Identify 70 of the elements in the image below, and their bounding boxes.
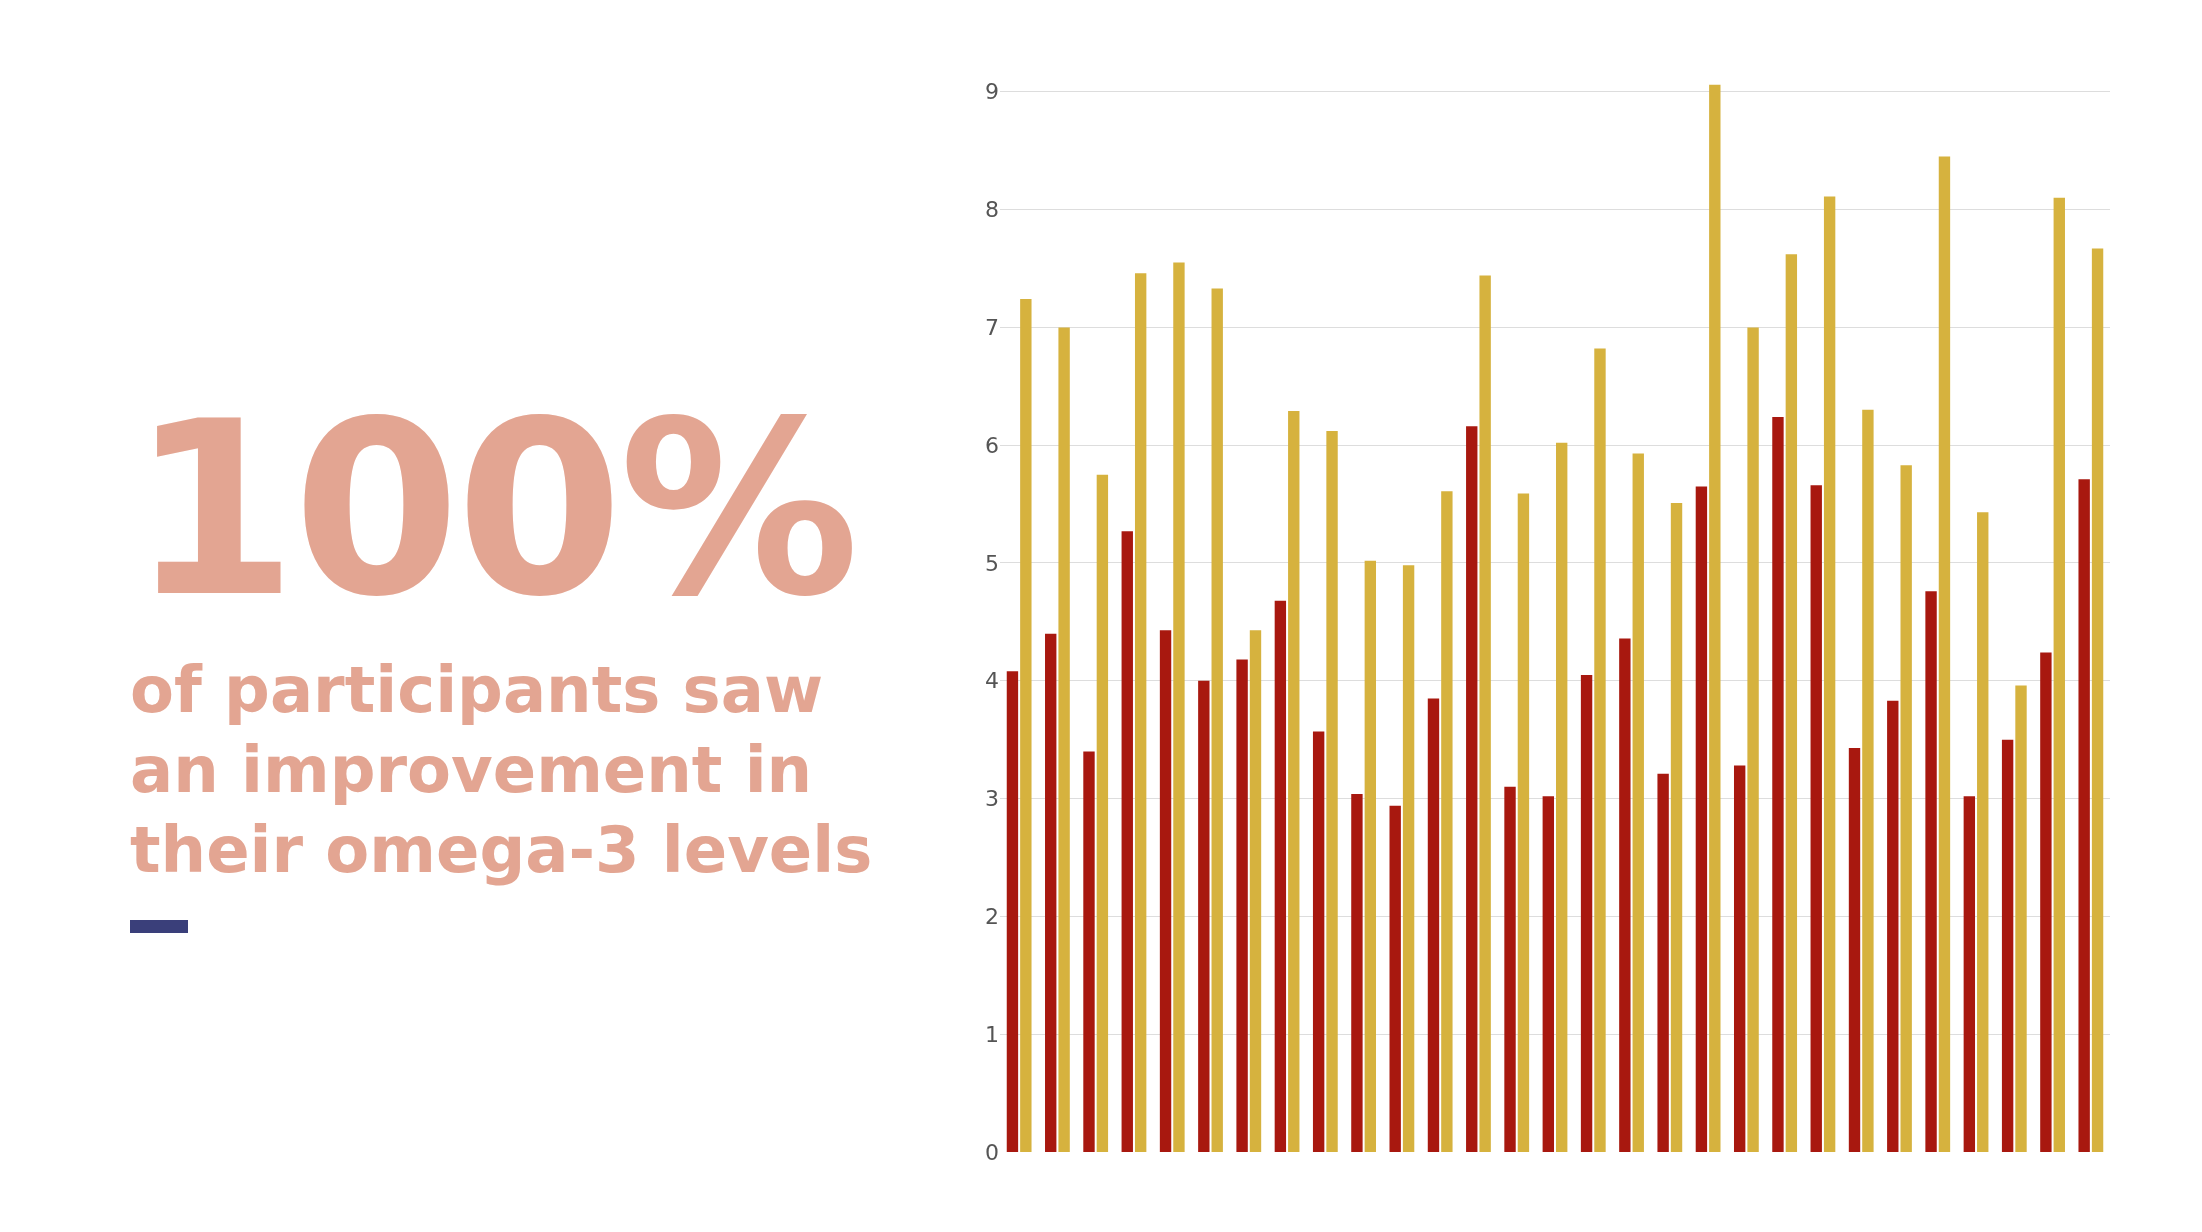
bar — [1288, 411, 1300, 1152]
bar — [1887, 700, 1899, 1152]
text: of participants saw an improvement in their omega-3 levels — [130, 652, 874, 889]
bar — [1198, 680, 1210, 1152]
bar — [2015, 685, 2027, 1152]
y-tick-label: 8 — [985, 197, 999, 223]
bar — [1134, 273, 1147, 1152]
bar — [1747, 327, 1759, 1152]
y-tick-label: 1 — [985, 1021, 999, 1047]
text: 100% — [130, 370, 857, 650]
y-tick-label: 4 — [985, 668, 999, 694]
bar — [1848, 747, 1861, 1152]
bar — [1504, 786, 1516, 1152]
bar — [1096, 474, 1109, 1152]
bar — [1389, 805, 1401, 1152]
bar — [1173, 262, 1185, 1152]
bar — [2053, 197, 2065, 1152]
bar — [1159, 630, 1172, 1152]
bar — [1083, 751, 1095, 1152]
bar — [1211, 288, 1223, 1152]
bar — [1121, 531, 1133, 1152]
bar — [1785, 254, 1798, 1152]
bar — [2040, 652, 2052, 1152]
bar — [2001, 739, 2014, 1152]
bar — [1670, 502, 1683, 1152]
bar — [1058, 327, 1070, 1152]
bar — [1441, 491, 1453, 1152]
bar — [2078, 479, 2090, 1152]
bar — [1695, 486, 1708, 1152]
bar — [2091, 248, 2104, 1152]
bar — [1772, 416, 1784, 1152]
bar — [1900, 465, 1912, 1152]
y-tick-label: 2 — [985, 904, 999, 930]
bar — [1925, 591, 1937, 1152]
bar — [1006, 671, 1019, 1152]
bar — [1938, 156, 1951, 1152]
bar — [1274, 600, 1287, 1152]
bar — [1963, 796, 1976, 1152]
bar — [1709, 84, 1721, 1152]
bar — [1312, 731, 1325, 1152]
bar — [1862, 409, 1874, 1152]
y-tick-label: 5 — [985, 550, 999, 576]
bar — [1977, 512, 1989, 1152]
bar — [1657, 773, 1669, 1152]
bar — [1364, 560, 1377, 1152]
bar — [1351, 793, 1363, 1152]
y-tick-label: 0 — [985, 1139, 999, 1165]
y-tick-label: 6 — [985, 432, 999, 458]
bar — [1810, 485, 1822, 1152]
bar — [1236, 659, 1248, 1152]
bar — [1479, 275, 1491, 1152]
bar — [1020, 299, 1032, 1152]
bar — [1045, 633, 1057, 1152]
bar — [1466, 426, 1478, 1152]
y-tick-label: 9 — [985, 79, 999, 105]
bar — [1402, 565, 1415, 1152]
y-tick-label: 3 — [985, 786, 999, 812]
bar — [1594, 348, 1606, 1152]
bar — [1326, 431, 1338, 1152]
bar — [1632, 453, 1644, 1152]
bar — [1823, 196, 1836, 1152]
y-tick-label: 7 — [985, 315, 999, 341]
bar — [1580, 674, 1593, 1152]
bar — [1427, 698, 1440, 1152]
bar — [1249, 630, 1262, 1152]
bar — [1556, 442, 1568, 1152]
bar — [1619, 638, 1631, 1152]
bar — [1517, 493, 1530, 1152]
bar — [1542, 796, 1554, 1152]
bar — [1733, 765, 1746, 1152]
